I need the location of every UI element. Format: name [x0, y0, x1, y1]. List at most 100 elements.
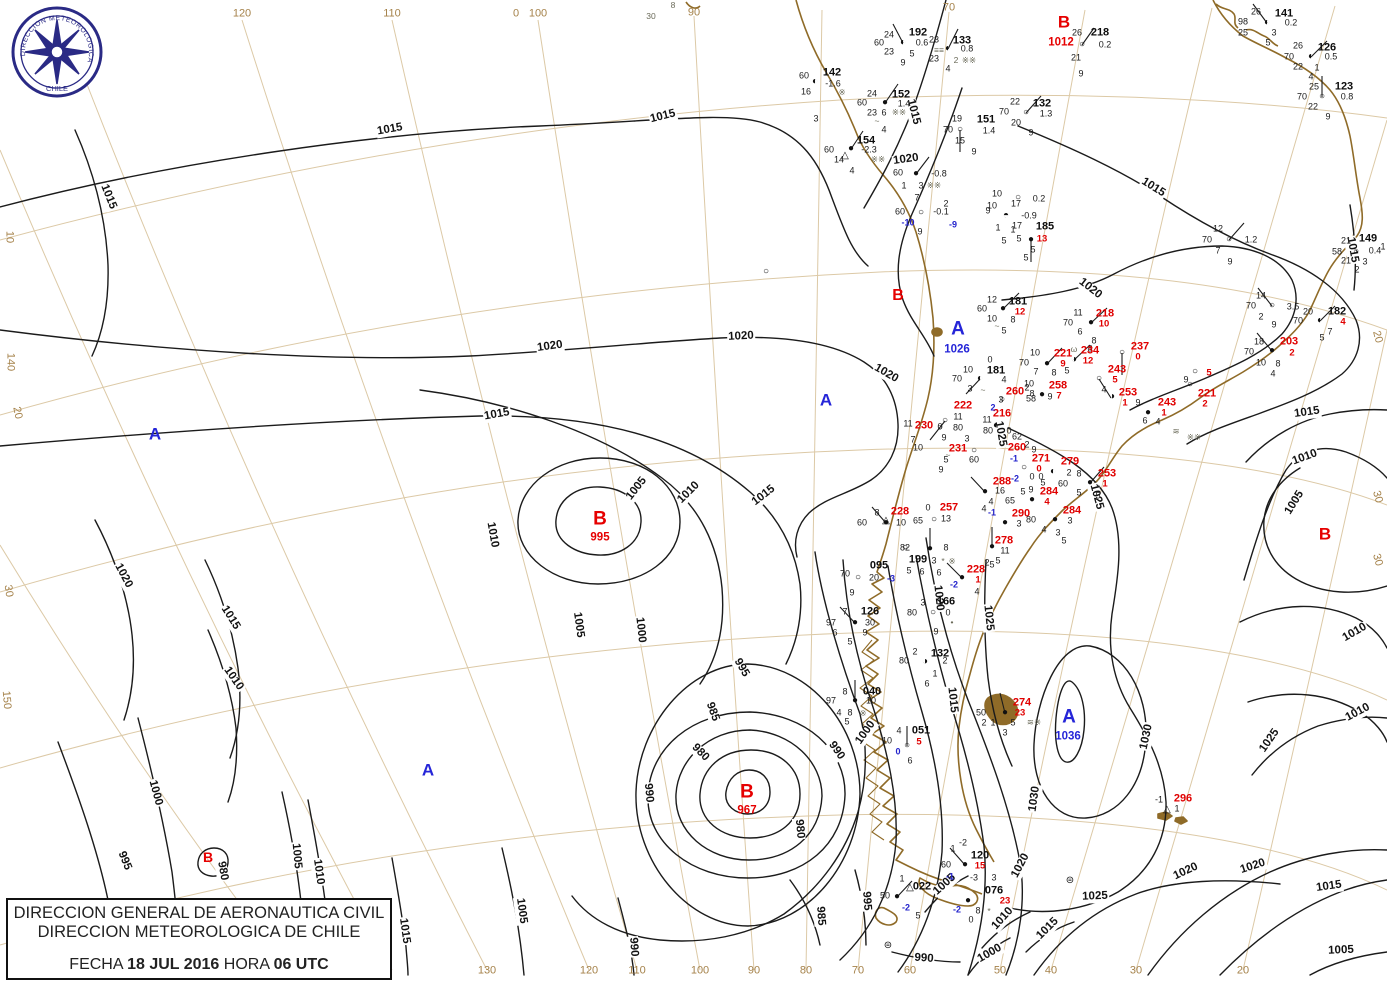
- station-value: 7: [914, 192, 920, 203]
- station-value: 2: [1202, 398, 1208, 410]
- station-value: -1: [1009, 453, 1019, 464]
- isobar-label: 1000: [145, 778, 165, 808]
- station-value: -2: [1010, 473, 1020, 484]
- station-symbol-o: ○: [941, 415, 949, 426]
- station-value: 5: [909, 48, 915, 59]
- station-symbol-o: ○: [1268, 300, 1276, 311]
- station-symbol-f: ●: [958, 572, 966, 583]
- station-value: 3.5: [1286, 301, 1300, 312]
- station-value: 8: [874, 507, 880, 518]
- station-value: 3: [1055, 527, 1061, 538]
- station-symbol-f: ●: [851, 695, 859, 706]
- station-id: 221: [1197, 387, 1217, 400]
- wind-barb: [1228, 222, 1245, 241]
- station-value: 0: [1036, 463, 1042, 475]
- station-value: 2: [943, 198, 949, 209]
- station-value: -3: [886, 573, 896, 584]
- station-value: 7: [842, 606, 848, 617]
- station-id: 182: [1327, 305, 1347, 318]
- station-value: 8: [975, 905, 981, 916]
- station-id: 132: [930, 647, 950, 660]
- grid-label: 120: [232, 7, 252, 20]
- station-value: 3: [998, 394, 1004, 405]
- isobar-label: 1015: [648, 107, 678, 126]
- grid-label: 140: [4, 352, 17, 372]
- wind-barb: [1073, 344, 1091, 361]
- station-symbol-o: ○: [956, 124, 964, 135]
- wind-barb: [839, 606, 856, 624]
- station-symbol-hr: ◑: [1108, 391, 1116, 402]
- station-value: 9: [1271, 319, 1277, 330]
- pressure-center-value: 1036: [1055, 730, 1081, 743]
- station-value: 14: [833, 154, 845, 165]
- station-value: 0: [1135, 351, 1141, 363]
- station-value: 8: [1091, 335, 1097, 346]
- grid-label: 30: [1129, 964, 1143, 977]
- station-value: -0.8: [931, 168, 947, 179]
- grid-label: 70: [942, 1, 956, 14]
- station-value: 70: [1243, 346, 1255, 357]
- station-value: 3: [1002, 727, 1008, 738]
- station-value: 10: [986, 200, 998, 211]
- station-value: 30: [864, 617, 876, 628]
- station-id: 095: [869, 559, 889, 572]
- isobar-label: 1010: [989, 904, 1017, 934]
- station-symbol-o: ○: [917, 207, 925, 218]
- station-value: 5: [1040, 477, 1046, 488]
- station-value: ※: [859, 707, 867, 718]
- station-value: 5: [1265, 37, 1271, 48]
- isobar-label: 1015: [482, 406, 512, 424]
- station-value: 2: [1024, 439, 1030, 450]
- station-value: 11: [982, 414, 992, 425]
- station-symbol-f: ●: [999, 303, 1007, 314]
- station-value: 6: [907, 755, 913, 766]
- pressure-center-high: A: [1062, 706, 1076, 728]
- station-value: 23: [1014, 707, 1026, 719]
- station-value: 9: [985, 205, 991, 216]
- station-value: 4: [974, 586, 980, 597]
- isobar-label: 1015: [1292, 404, 1322, 421]
- station-value: 1: [1380, 241, 1386, 252]
- station-value: 80: [898, 655, 910, 666]
- station-value: 5: [916, 736, 922, 748]
- station-value: 12: [986, 294, 998, 305]
- station-id: 296: [1173, 792, 1193, 805]
- station-value: 4: [836, 707, 842, 718]
- logo-star: [24, 19, 90, 85]
- isobar-label: 1015: [375, 121, 405, 139]
- isobar-label: 1025: [1081, 889, 1109, 904]
- station-value: 23: [866, 107, 878, 118]
- station-id: 218: [1095, 307, 1115, 320]
- isobar-label: 1015: [944, 685, 961, 715]
- grid-label: 40: [1044, 964, 1058, 977]
- station-value: 8: [842, 686, 848, 697]
- station-id: 216: [992, 407, 1012, 420]
- station-symbol-f: ●: [851, 617, 859, 628]
- station-value: 10: [962, 364, 974, 375]
- station-id: 258: [1048, 379, 1068, 392]
- station-value: 2: [990, 402, 996, 413]
- station-symbol-o: ○: [1078, 39, 1086, 50]
- station-symbol-f: ●: [1086, 477, 1094, 488]
- grid-label: 60: [903, 964, 917, 977]
- station-value: 0.2: [1032, 193, 1046, 204]
- station-value: 21: [1340, 255, 1352, 266]
- station-id: 243: [1157, 396, 1177, 409]
- isobar-label: 1020: [726, 329, 756, 344]
- station-value: 1: [932, 668, 938, 679]
- station-id: 133: [952, 34, 972, 47]
- station-value: 23: [928, 34, 940, 45]
- station-value: 0: [968, 914, 974, 925]
- isobar-label: 1025: [1257, 726, 1283, 756]
- isobar-label: 1020: [1171, 860, 1201, 884]
- station-value: 8: [1029, 388, 1035, 399]
- station-id: 040: [862, 685, 882, 698]
- station-value: 1: [1102, 478, 1108, 490]
- station-id: 228: [966, 563, 986, 576]
- station-value: 2: [1289, 347, 1295, 359]
- pressure-center-low: B: [593, 508, 607, 530]
- station-value: 5: [1020, 486, 1026, 497]
- station-symbol-o: ○: [762, 266, 770, 277]
- station-id: 022: [912, 880, 932, 893]
